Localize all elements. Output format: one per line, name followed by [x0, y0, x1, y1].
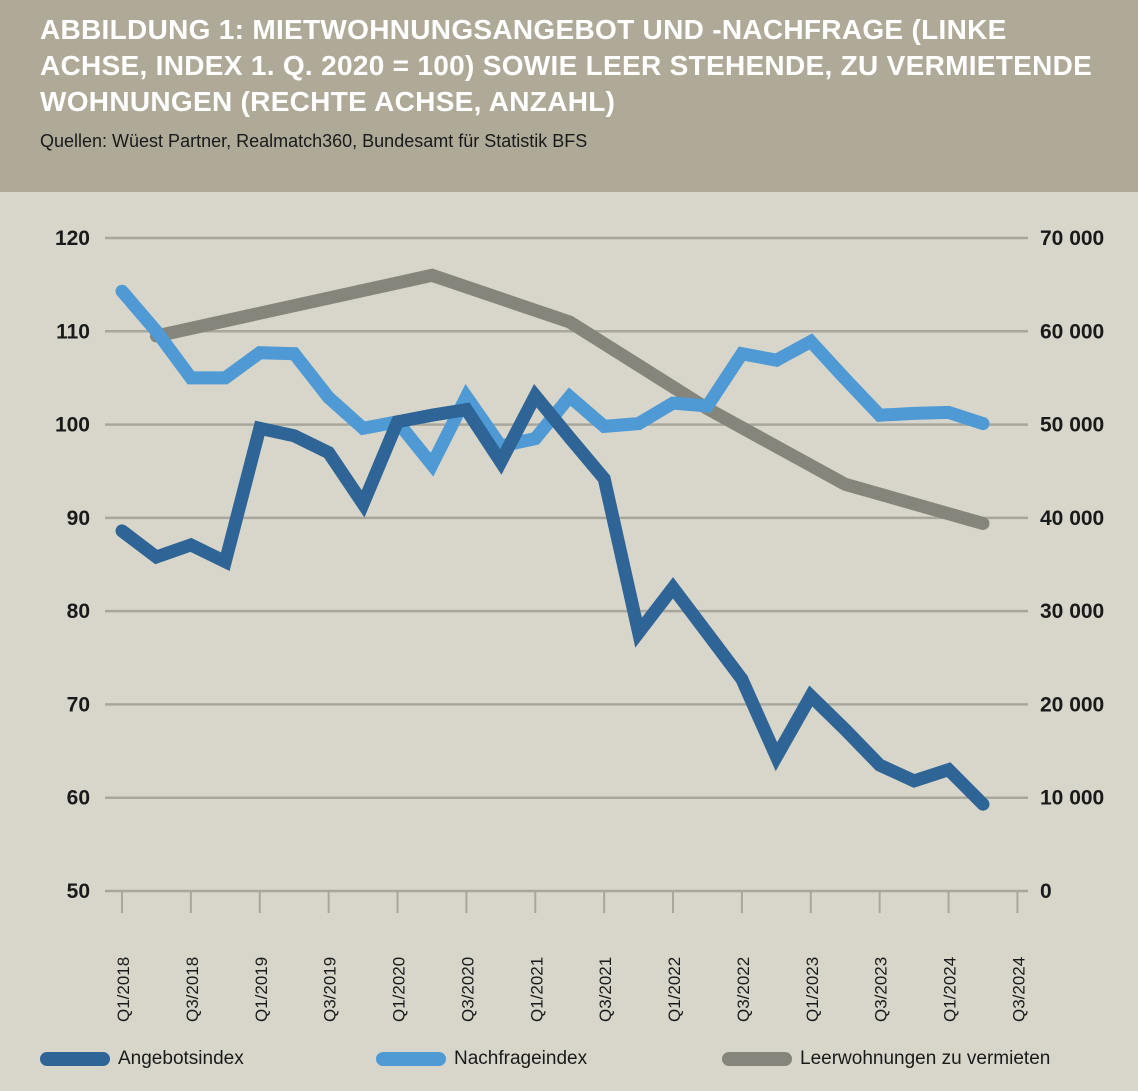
series-line-leerwohnungen-zu-vermieten [149, 268, 990, 530]
y-left-tick-label: 60 [67, 787, 90, 810]
legend-item: Leerwohnungen zu vermieten [722, 1044, 1050, 1074]
legend-swatch [376, 1052, 446, 1066]
y-right-tick-label: 0 [1040, 880, 1052, 903]
series-line-angebotsindex [115, 383, 990, 811]
grid-lines [105, 236, 1028, 893]
y-right-tick-label: 30 000 [1040, 600, 1104, 623]
legend-label: Angebotsindex [118, 1048, 244, 1069]
y-axis-right: 0 10 000 20 000 30 000 40 000 50 000 60 000 70 … [1040, 227, 1104, 903]
chart-source: Quellen: Wüest Partner, Realmatch360, Bu… [40, 131, 588, 151]
chart-legend: Angebotsindex Nachfrageindex Leerwohnungen… [0, 1044, 1138, 1074]
y-right-tick-label: 70 000 [1040, 227, 1104, 250]
x-tick-label: Q3/2018 [183, 957, 202, 1022]
y-left-tick-label: 110 [56, 320, 90, 343]
x-tick-label: Q1/2021 [527, 957, 546, 1022]
x-tick-label: Q1/2019 [252, 957, 271, 1022]
legend-swatch [40, 1052, 110, 1066]
x-tick-label: Q3/2023 [872, 957, 891, 1022]
y-left-tick-label: 90 [67, 507, 90, 530]
legend-label: Nachfrageindex [454, 1048, 588, 1069]
x-tick-label: Q3/2019 [321, 957, 340, 1022]
y-left-tick-label: 120 [55, 227, 90, 250]
line-chart: 50 60 70 80 90 100 110 120 0 10 000 20 000 30 000 4… [55, 227, 1104, 1022]
y-right-tick-label: 60 000 [1040, 320, 1104, 343]
x-tick-label: Q3/2024 [1009, 957, 1028, 1022]
y-left-tick-label: 50 [67, 880, 90, 903]
y-right-tick-label: 10 000 [1040, 787, 1104, 810]
legend-item: Nachfrageindex [376, 1044, 587, 1074]
series-lines [115, 268, 990, 811]
x-tick-label: Q1/2024 [941, 957, 960, 1022]
y-right-tick-label: 50 000 [1040, 414, 1104, 437]
y-left-tick-label: 70 [67, 693, 90, 716]
y-right-tick-label: 40 000 [1040, 507, 1104, 530]
x-tick-label: Q3/2022 [734, 957, 753, 1022]
x-tick-label: Q1/2023 [803, 957, 822, 1022]
y-left-tick-label: 80 [67, 600, 90, 623]
legend-swatch [722, 1052, 792, 1066]
x-axis: Q1/2018 Q3/2018 Q1/2019 Q3/2019 Q1/2020 Q3/20… [114, 891, 1028, 1022]
y-right-tick-label: 20 000 [1040, 693, 1104, 716]
y-left-tick-label: 100 [55, 414, 90, 437]
x-tick-label: Q1/2020 [390, 957, 409, 1022]
x-tick-label: Q3/2020 [458, 957, 477, 1022]
y-axis-left: 50 60 70 80 90 100 110 120 [55, 227, 90, 903]
x-tick-label: Q1/2018 [114, 957, 133, 1022]
legend-item: Angebotsindex [40, 1044, 244, 1074]
x-tick-label: Q1/2022 [665, 957, 684, 1022]
legend-label: Leerwohnungen zu vermieten [800, 1048, 1051, 1069]
x-tick-label: Q3/2021 [596, 957, 615, 1022]
chart-title: ABBILDUNG 1: MIETWOHNUNGSANGEBOT UND -NA… [40, 14, 1093, 117]
chart-header: ABBILDUNG 1: MIETWOHNUNGSANGEBOT UND -NA… [0, 0, 1138, 192]
